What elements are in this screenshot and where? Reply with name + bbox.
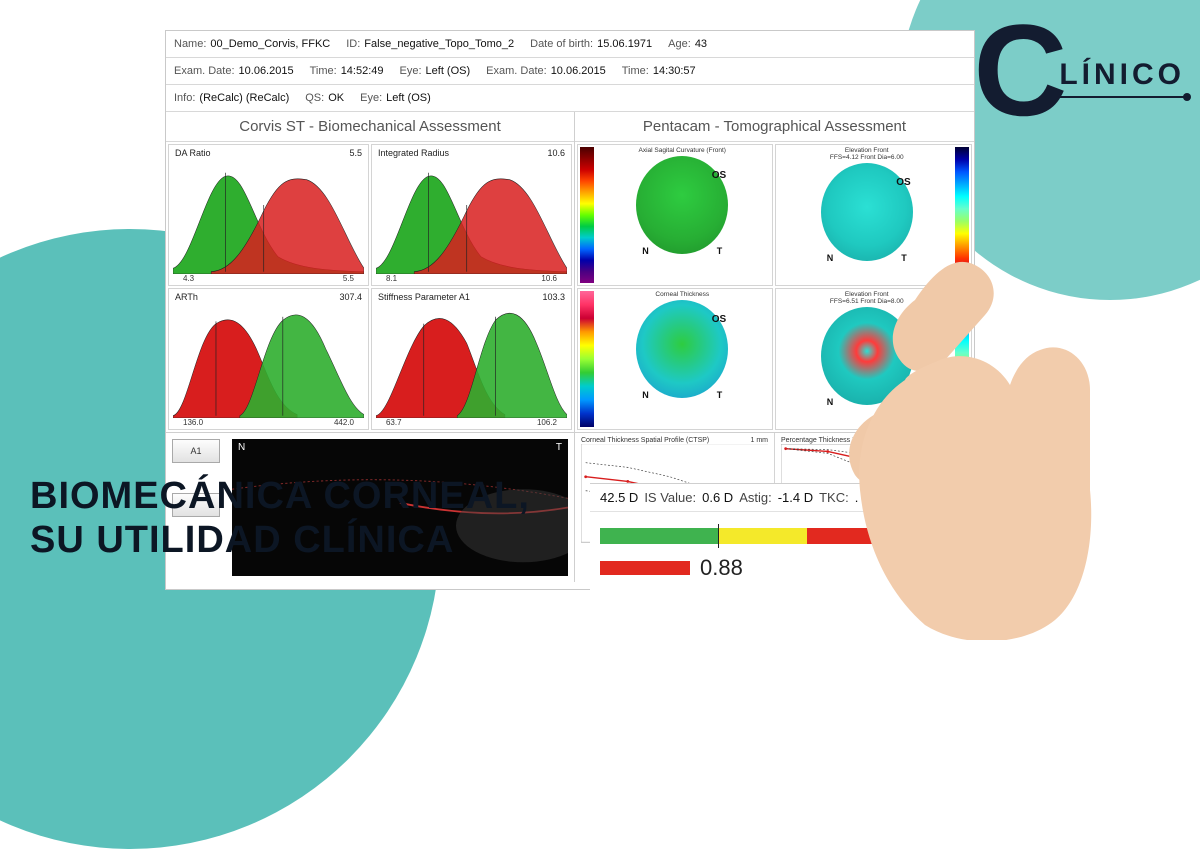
tkc-gradient-scale[interactable] xyxy=(600,528,895,544)
pachy-colorbar xyxy=(580,291,594,427)
tkc-value-display: 1.20 xyxy=(905,520,965,551)
patient-info-row: Info: (ReCalc) (ReCalc) QS: OK Eye: Left (O… xyxy=(166,85,974,112)
pachy-value-display: 0.88 xyxy=(700,555,743,581)
chart-stiffness-parameter-a1[interactable]: Stiffness Parameter A1 103.3 63.7 xyxy=(371,288,572,430)
map-elevation-front-1[interactable]: Elevation Front FFS=4.12 Front Dia=6.00 … xyxy=(775,144,972,286)
pentacam-map-grid: Axial Sagital Curvature (Front) OS N T E… xyxy=(575,142,974,432)
pentacam-panel-title: Pentacam - Tomographical Assessment xyxy=(575,112,974,142)
logo-underline xyxy=(1059,96,1185,98)
tkc-marker-indicator xyxy=(718,524,719,548)
chart-arth[interactable]: ARTh 307.4 136.0 442.0 xyxy=(168,288,369,430)
curvature-colorbar xyxy=(580,147,594,283)
chart-da-ratio[interactable]: DA Ratio 5.5 4.3 5.5 xyxy=(168,144,369,286)
elevation-colorbar-2 xyxy=(955,291,969,427)
chart-integrated-radius[interactable]: Integrated Radius 10.6 8.1 10.6 xyxy=(371,144,572,286)
pachy-red-indicator[interactable] xyxy=(600,561,690,575)
pachy-scale-row: 0.88 xyxy=(590,553,975,583)
corvis-chart-grid: DA Ratio 5.5 4.3 5.5 xyxy=(166,142,574,432)
clinico-logo: C LÍNICO xyxy=(973,25,1185,116)
map-elevation-front-2[interactable]: Elevation Front FFS=6.51 Front Dia=8.00 … xyxy=(775,288,972,430)
patient-exam-row: Exam. Date: 10.06.2015 Time: 14:52:49 Eye:… xyxy=(166,58,974,85)
footer-values-row: 42.5 D IS Value: 0.6 D Astig: -1.4 D TKC… xyxy=(590,484,975,512)
title-line-2: su utilidad clínica xyxy=(30,519,590,563)
tkc-scale-row: 1.20 xyxy=(590,512,975,553)
main-title-banner: Biomecánica corneal, su utilidad clínica xyxy=(30,475,590,562)
elevation-colorbar-1 xyxy=(955,147,969,283)
title-line-1: Biomecánica corneal, xyxy=(30,475,590,519)
a1-button[interactable]: A1 xyxy=(172,439,220,463)
corvis-panel-title: Corvis ST - Biomechanical Assessment xyxy=(166,112,574,142)
map-corneal-thickness[interactable]: Corneal Thickness OS N T xyxy=(577,288,774,430)
patient-header-row: Name: 00_Demo_Corvis, FFKC ID: False_negat… xyxy=(166,31,974,58)
map-axial-curvature[interactable]: Axial Sagital Curvature (Front) OS N T xyxy=(577,144,774,286)
tkc-footer-panel: 42.5 D IS Value: 0.6 D Astig: -1.4 D TKC… xyxy=(590,483,975,590)
